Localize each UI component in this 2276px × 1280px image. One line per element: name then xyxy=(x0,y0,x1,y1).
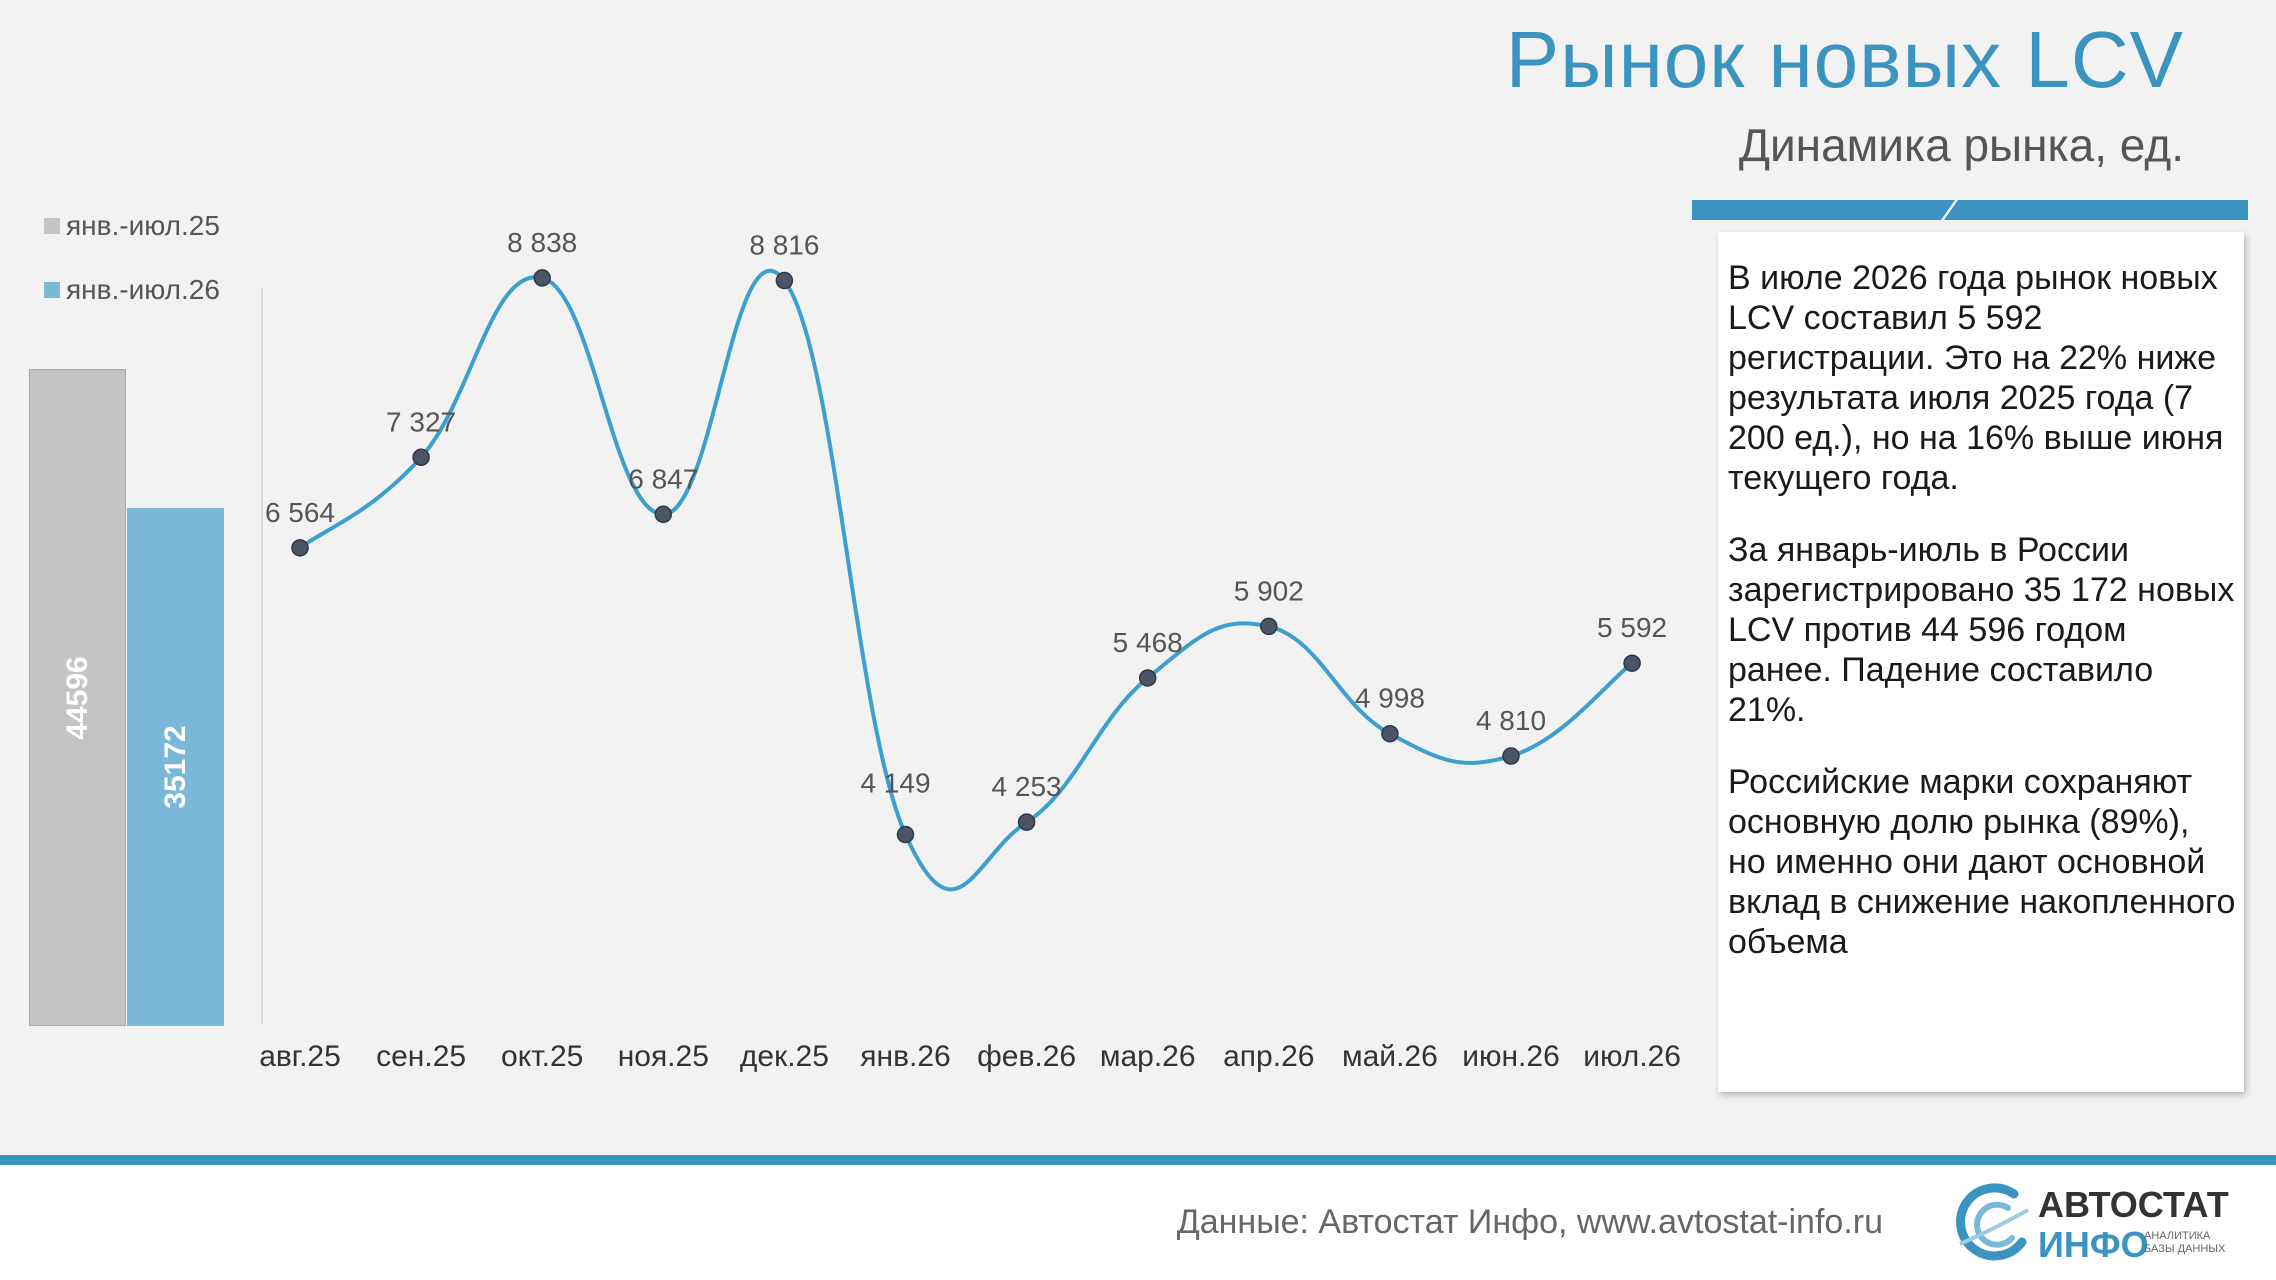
legend-label-curr: янв.-июл.26 xyxy=(66,274,220,305)
data-point xyxy=(654,505,673,524)
data-label: 4 810 xyxy=(1476,705,1546,736)
x-tick-label: фев.26 xyxy=(977,1040,1077,1073)
logo-tagline-2: БАЗЫ ДАННЫХ xyxy=(2144,1243,2226,1255)
ytd-bar-prev: 44596 xyxy=(29,369,126,1026)
data-point xyxy=(291,539,309,557)
series-line xyxy=(298,268,1634,892)
legend-swatch-curr xyxy=(44,282,60,298)
commentary-paragraph-3: Российские марки сохраняют основную долю… xyxy=(1728,763,2236,961)
data-label: 5 592 xyxy=(1597,612,1667,643)
data-point xyxy=(775,271,794,290)
x-tick-label: май.26 xyxy=(1342,1040,1438,1073)
data-point xyxy=(1017,813,1036,831)
legend-item-curr: янв.-июл.26 xyxy=(44,274,220,306)
data-label: 4 998 xyxy=(1355,683,1425,714)
x-tick-label: июл.26 xyxy=(1583,1040,1681,1073)
data-label: 5 902 xyxy=(1234,575,1304,606)
commentary-box: В июле 2026 года рынок новых LCV состави… xyxy=(1718,232,2244,1092)
logo-swirl-icon xyxy=(1956,1183,2029,1261)
logo-tagline: АНАЛИТИКА БАЗЫ ДАННЫХ xyxy=(2144,1230,2225,1256)
logo-tagline-1: АНАЛИТИКА xyxy=(2144,1230,2211,1242)
logo-text-bottom: ИНФО xyxy=(2038,1224,2149,1265)
x-tick-label: окт.25 xyxy=(501,1040,584,1073)
x-tick-label: мар.26 xyxy=(1099,1040,1196,1073)
x-tick-label: сен.25 xyxy=(376,1040,467,1073)
x-tick-label: ноя.25 xyxy=(617,1040,709,1073)
page-title: Рынок новых LCV xyxy=(1505,15,2184,104)
x-tick-label: авг.25 xyxy=(259,1040,341,1073)
data-label: 6 847 xyxy=(628,463,698,494)
logo-text-top: АВТОСТАТ xyxy=(2038,1184,2229,1225)
data-point xyxy=(412,448,430,467)
data-label: 4 149 xyxy=(860,768,930,799)
page-subtitle: Динамика рынка, ед. xyxy=(1738,119,2184,171)
x-tick-label: июн.26 xyxy=(1462,1040,1560,1073)
x-tick-label: апр.26 xyxy=(1223,1040,1315,1073)
data-point xyxy=(1381,724,1399,743)
footer xyxy=(0,1165,2276,1280)
x-tick-label: янв.26 xyxy=(860,1040,951,1073)
legend-item-prev: янв.-июл.25 xyxy=(44,210,220,242)
accent-stripe xyxy=(1692,200,2248,220)
data-label: 7 327 xyxy=(386,406,456,437)
data-point xyxy=(533,269,551,287)
data-label: 5 468 xyxy=(1113,627,1183,658)
data-label: 4 253 xyxy=(992,771,1062,802)
legend-label-prev: янв.-июл.25 xyxy=(66,210,220,241)
data-label: 8 838 xyxy=(507,227,577,258)
data-point xyxy=(1138,669,1157,687)
data-point xyxy=(1502,747,1520,765)
data-point xyxy=(896,825,915,844)
footer-line xyxy=(0,1155,2276,1165)
data-point xyxy=(1623,654,1641,672)
avtostat-logo: АВТОСТАТ ИНФО АНАЛИТИКА БАЗЫ ДАННЫХ xyxy=(1952,1180,2232,1270)
source-note: Данные: Автостат Инфо, www.avtostat-info… xyxy=(1176,1203,1883,1241)
commentary-paragraph-1: В июле 2026 года рынок новых LCV состави… xyxy=(1728,259,2224,497)
data-label: 6 564 xyxy=(265,497,335,528)
legend-swatch-prev xyxy=(44,218,60,234)
ytd-bar-curr: 35172 xyxy=(127,507,224,1026)
commentary-paragraph-2: За январь-июль в России зарегистрировано… xyxy=(1728,531,2235,729)
data-point xyxy=(1260,617,1278,636)
data-label: 8 816 xyxy=(749,230,819,261)
x-tick-label: дек.25 xyxy=(739,1040,829,1073)
